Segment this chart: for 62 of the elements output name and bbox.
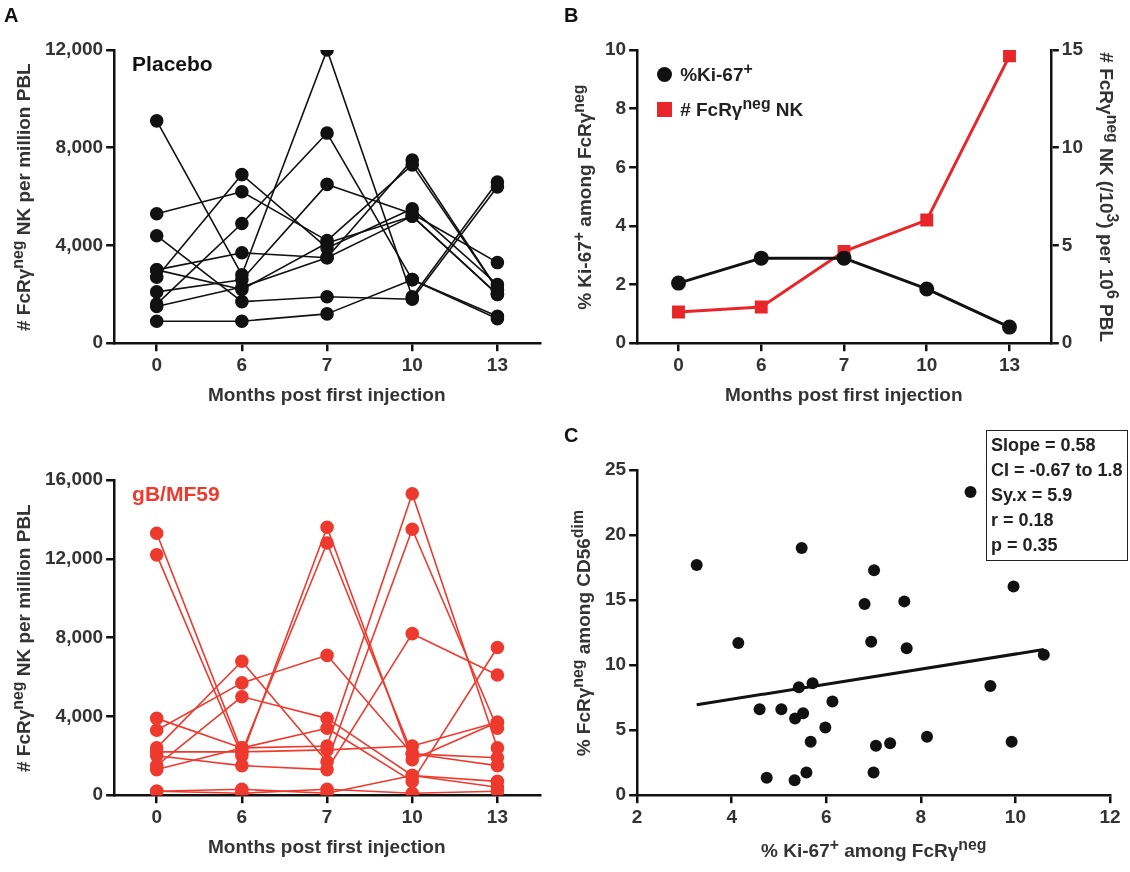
y-tick-label: 4,000 [55, 704, 104, 726]
y-tick-label: 10 [604, 38, 627, 60]
y-tick-label: 0 [615, 783, 627, 805]
y-tick-label: 20 [604, 523, 627, 545]
x-tick-label: 4 [726, 805, 738, 827]
x-axis-title: Months post first injection [208, 836, 446, 858]
y-tick-label: 12,000 [44, 38, 104, 60]
x-tick-label: 0 [151, 353, 162, 375]
y-tick-label: 0 [92, 331, 104, 353]
y-tick-label: 0 [615, 331, 627, 353]
annotation: Sy.x = 5.9 [991, 485, 1073, 505]
x-tick-label: 13 [998, 353, 1021, 375]
x-tick-label: 2 [631, 805, 643, 827]
y2-tick-label: 0 [1061, 331, 1073, 353]
x-axis-title: % Ki-67$^{+}$ among FcRγ$^{neg}$ [761, 836, 987, 863]
y-tick-label: 16,000 [44, 468, 104, 490]
y-tick-label: 15 [604, 588, 627, 610]
x-tick-label: 0 [673, 353, 684, 375]
x-tick-label: 10 [401, 353, 423, 375]
y-tick-label: 0 [92, 783, 104, 805]
x-tick-label: 7 [838, 353, 850, 375]
x-tick-label: 6 [236, 805, 248, 827]
annotation: p = 0.35 [991, 535, 1058, 555]
x-tick-label: 8 [915, 805, 927, 827]
y-tick-label: 10 [604, 653, 627, 675]
y-tick-label: 8,000 [55, 135, 104, 157]
legend-label: %Ki-67$^{+}$ [680, 60, 753, 86]
y-tick-label: 8,000 [55, 625, 104, 647]
x-tick-label: 10 [916, 353, 938, 375]
y2-tick-label: 10 [1061, 135, 1084, 157]
y-tick-label: 5 [615, 718, 627, 740]
y-tick-label: 4,000 [55, 233, 104, 255]
x-tick-label: 12 [1099, 805, 1121, 827]
x-tick-label: 6 [755, 353, 767, 375]
chart-title: A [4, 4, 19, 27]
x-tick-label: 10 [1004, 805, 1026, 827]
x-axis-title: Months post first injection [208, 384, 446, 406]
chart-title: B [564, 4, 579, 27]
x-tick-label: 13 [486, 805, 508, 827]
y2-tick-label: 15 [1061, 38, 1084, 60]
annotation: CI = -0.67 to 1.8 [991, 460, 1123, 480]
y-tick-label: 8 [615, 96, 627, 118]
x-tick-label: 6 [236, 353, 248, 375]
x-tick-label: 7 [321, 805, 333, 827]
y2-tick-label: 5 [1061, 233, 1073, 255]
x-tick-label: 13 [486, 353, 508, 375]
text: Slope = 0.58 [991, 435, 1096, 455]
y-tick-label: 25 [604, 458, 627, 480]
annotation: Placebo [132, 52, 213, 76]
annotation: r = 0.18 [991, 510, 1054, 530]
x-tick-label: 7 [321, 353, 333, 375]
x-tick-label: 10 [401, 805, 423, 827]
x-axis-title: Months post first injection [725, 384, 963, 406]
x-tick-label: 6 [820, 805, 832, 827]
chart-title: C [564, 424, 579, 447]
y-tick-label: 6 [615, 155, 627, 177]
x-tick-label: 0 [151, 805, 162, 827]
y-tick-label: 4 [615, 214, 627, 236]
legend-label: # FcRγ$^{neg}$ NK [680, 94, 804, 120]
annotation: gB/MF59 [132, 482, 220, 506]
y-tick-label: 2 [615, 272, 627, 294]
y-tick-label: 12,000 [44, 547, 104, 569]
